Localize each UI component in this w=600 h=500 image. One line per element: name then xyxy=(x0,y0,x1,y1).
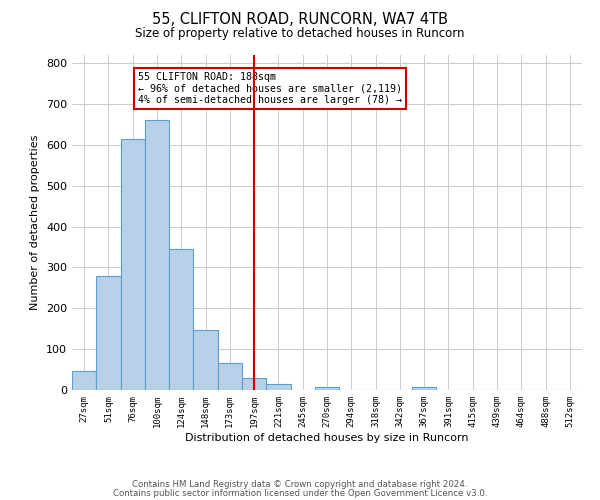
Bar xyxy=(169,249,193,390)
Bar xyxy=(218,364,242,390)
Y-axis label: Number of detached properties: Number of detached properties xyxy=(31,135,40,310)
Text: 55 CLIFTON ROAD: 188sqm
← 96% of detached houses are smaller (2,119)
4% of semi-: 55 CLIFTON ROAD: 188sqm ← 96% of detache… xyxy=(139,72,403,105)
Text: Contains HM Land Registry data © Crown copyright and database right 2024.: Contains HM Land Registry data © Crown c… xyxy=(132,480,468,489)
Text: Contains public sector information licensed under the Open Government Licence v3: Contains public sector information licen… xyxy=(113,488,487,498)
Bar xyxy=(412,387,436,390)
Bar xyxy=(315,386,339,390)
Text: Size of property relative to detached houses in Runcorn: Size of property relative to detached ho… xyxy=(135,28,465,40)
Bar xyxy=(96,276,121,390)
Bar xyxy=(193,330,218,390)
Bar xyxy=(266,384,290,390)
Bar xyxy=(72,371,96,390)
Bar xyxy=(242,378,266,390)
X-axis label: Distribution of detached houses by size in Runcorn: Distribution of detached houses by size … xyxy=(185,432,469,442)
Text: 55, CLIFTON ROAD, RUNCORN, WA7 4TB: 55, CLIFTON ROAD, RUNCORN, WA7 4TB xyxy=(152,12,448,28)
Bar xyxy=(145,120,169,390)
Bar xyxy=(121,139,145,390)
